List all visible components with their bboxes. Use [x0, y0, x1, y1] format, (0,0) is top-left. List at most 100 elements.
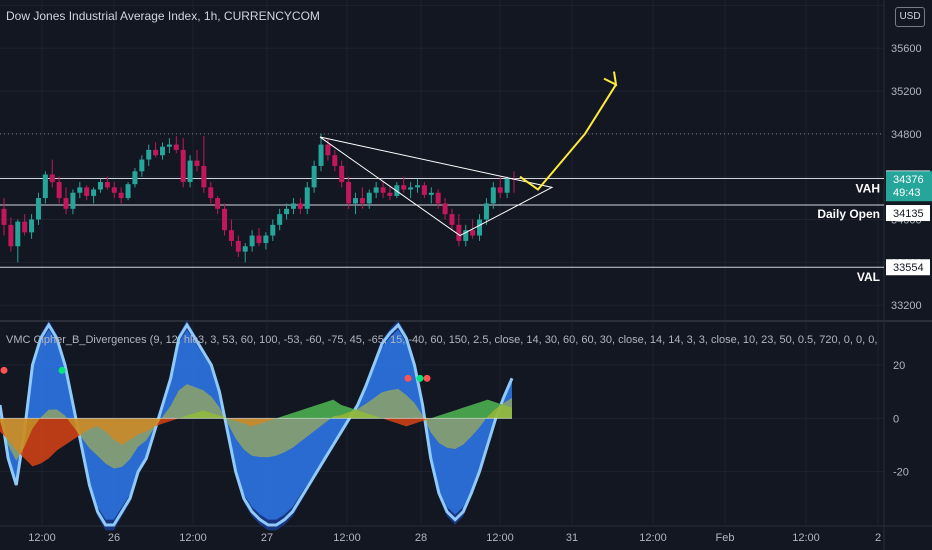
candle-body-37 [256, 235, 262, 244]
candle-body-72 [497, 187, 503, 193]
candle-body-41 [284, 208, 290, 215]
candle-body-23 [160, 146, 166, 156]
currency-button[interactable]: USD [895, 7, 925, 27]
candle-body-26 [180, 149, 186, 183]
price-tick-4: 34800 [891, 129, 922, 141]
time-tick-4: 12:00 [333, 532, 361, 544]
candle-body-29 [201, 165, 207, 188]
signal-dot-3 [416, 374, 424, 382]
time-tick-3: 27 [261, 532, 273, 544]
candle-body-63 [435, 192, 441, 204]
candle-body-30 [208, 187, 214, 199]
time-tick-5: 28 [415, 532, 427, 544]
candle-body-64 [442, 203, 448, 215]
candle-body-18 [125, 184, 131, 199]
candle-body-8 [56, 182, 62, 199]
candle-body-19 [132, 171, 138, 185]
level-label-1: Daily Open [817, 207, 880, 221]
candle-body-48 [332, 155, 338, 166]
candle-body-69 [477, 219, 483, 236]
candle-body-61 [421, 185, 427, 195]
time-tick-2: 12:00 [179, 532, 207, 544]
time-tick-11: 2 [875, 532, 881, 544]
current-price-bg [886, 171, 932, 202]
candle-body-9 [63, 198, 69, 209]
forecast-arrow-head [603, 71, 618, 87]
forecast-arrow [519, 84, 617, 191]
candle-body-13 [91, 189, 97, 196]
triangle-pattern [319, 136, 554, 237]
candle-body-62 [428, 192, 434, 195]
candle-body-11 [77, 187, 83, 193]
osc-tick-0: 20 [893, 360, 905, 372]
candle-body-50 [346, 182, 352, 204]
time-tick-8: 12:00 [639, 532, 667, 544]
candle-body-53 [366, 192, 372, 204]
candle-body-45 [311, 165, 317, 188]
time-tick-0: 12:00 [28, 532, 56, 544]
wave-line [0, 322, 514, 527]
candle-body-34 [235, 240, 241, 252]
candle-body-36 [249, 235, 255, 247]
signal-dot-0 [0, 366, 8, 374]
candle-body-38 [263, 235, 269, 244]
yellow-area [0, 384, 512, 469]
candle-body-39 [270, 224, 276, 236]
candle-body-68 [470, 230, 476, 236]
candle-body-40 [277, 214, 283, 225]
candle-body-21 [146, 149, 152, 160]
time-tick-1: 26 [108, 532, 120, 544]
candle-body-7 [49, 174, 55, 183]
candle-body-32 [222, 208, 228, 231]
candle-body-59 [408, 187, 414, 190]
candle-body-60 [415, 185, 421, 188]
candle-body-1 [8, 224, 14, 247]
candle-body-16 [111, 187, 117, 193]
candle-body-5 [35, 198, 41, 220]
price-tick-6: 35600 [891, 43, 922, 55]
candle-body-70 [483, 203, 489, 220]
candle-body-42 [290, 203, 296, 209]
candle-body-14 [97, 182, 103, 190]
candle-body-65 [449, 214, 455, 225]
candle-body-22 [153, 149, 159, 156]
candle-body-35 [242, 246, 248, 252]
osc-tick-1: 0 [893, 413, 899, 425]
time-tick-7: 31 [566, 532, 578, 544]
candle-body-43 [297, 203, 303, 209]
candle-body-47 [325, 144, 331, 156]
price-label-bg-3 [886, 259, 930, 276]
price-label-bg-2 [886, 205, 930, 222]
time-tick-6: 12:00 [486, 532, 514, 544]
chart-title: Dow Jones Industrial Average Index, 1h, … [6, 9, 320, 23]
candle-body-28 [194, 160, 200, 166]
candle-body-52 [359, 198, 365, 204]
candle-body-56 [387, 192, 393, 196]
candle-body-33 [228, 230, 234, 241]
candle-body-51 [352, 198, 358, 204]
candle-body-17 [118, 192, 124, 199]
candle-body-46 [318, 144, 324, 166]
price-tick-0: 33200 [891, 300, 922, 312]
time-tick-9: Feb [716, 532, 735, 544]
signal-dot-2 [404, 374, 412, 382]
price-tick-5: 35200 [891, 86, 922, 98]
indicator-label: VMC Cipher_B_Divergences (9, 12, hlc3, 3… [6, 334, 878, 346]
countdown-label: 49:43 [893, 187, 921, 199]
candle-body-31 [215, 198, 221, 209]
candle-body-67 [463, 230, 469, 241]
money-flow-green [0, 399, 512, 419]
candle-body-55 [380, 187, 386, 193]
candle-body-58 [401, 185, 407, 190]
time-tick-10: 12:00 [792, 532, 820, 544]
price-label-3: 33554 [893, 262, 924, 274]
candle-body-44 [304, 187, 310, 209]
candle-body-12 [84, 187, 90, 196]
candle-body-66 [456, 224, 462, 241]
level-label-2: VAL [857, 270, 880, 284]
candle-body-24 [166, 144, 172, 147]
candle-body-73 [504, 178, 510, 193]
candle-body-27 [187, 160, 193, 183]
candle-body-15 [104, 182, 110, 188]
